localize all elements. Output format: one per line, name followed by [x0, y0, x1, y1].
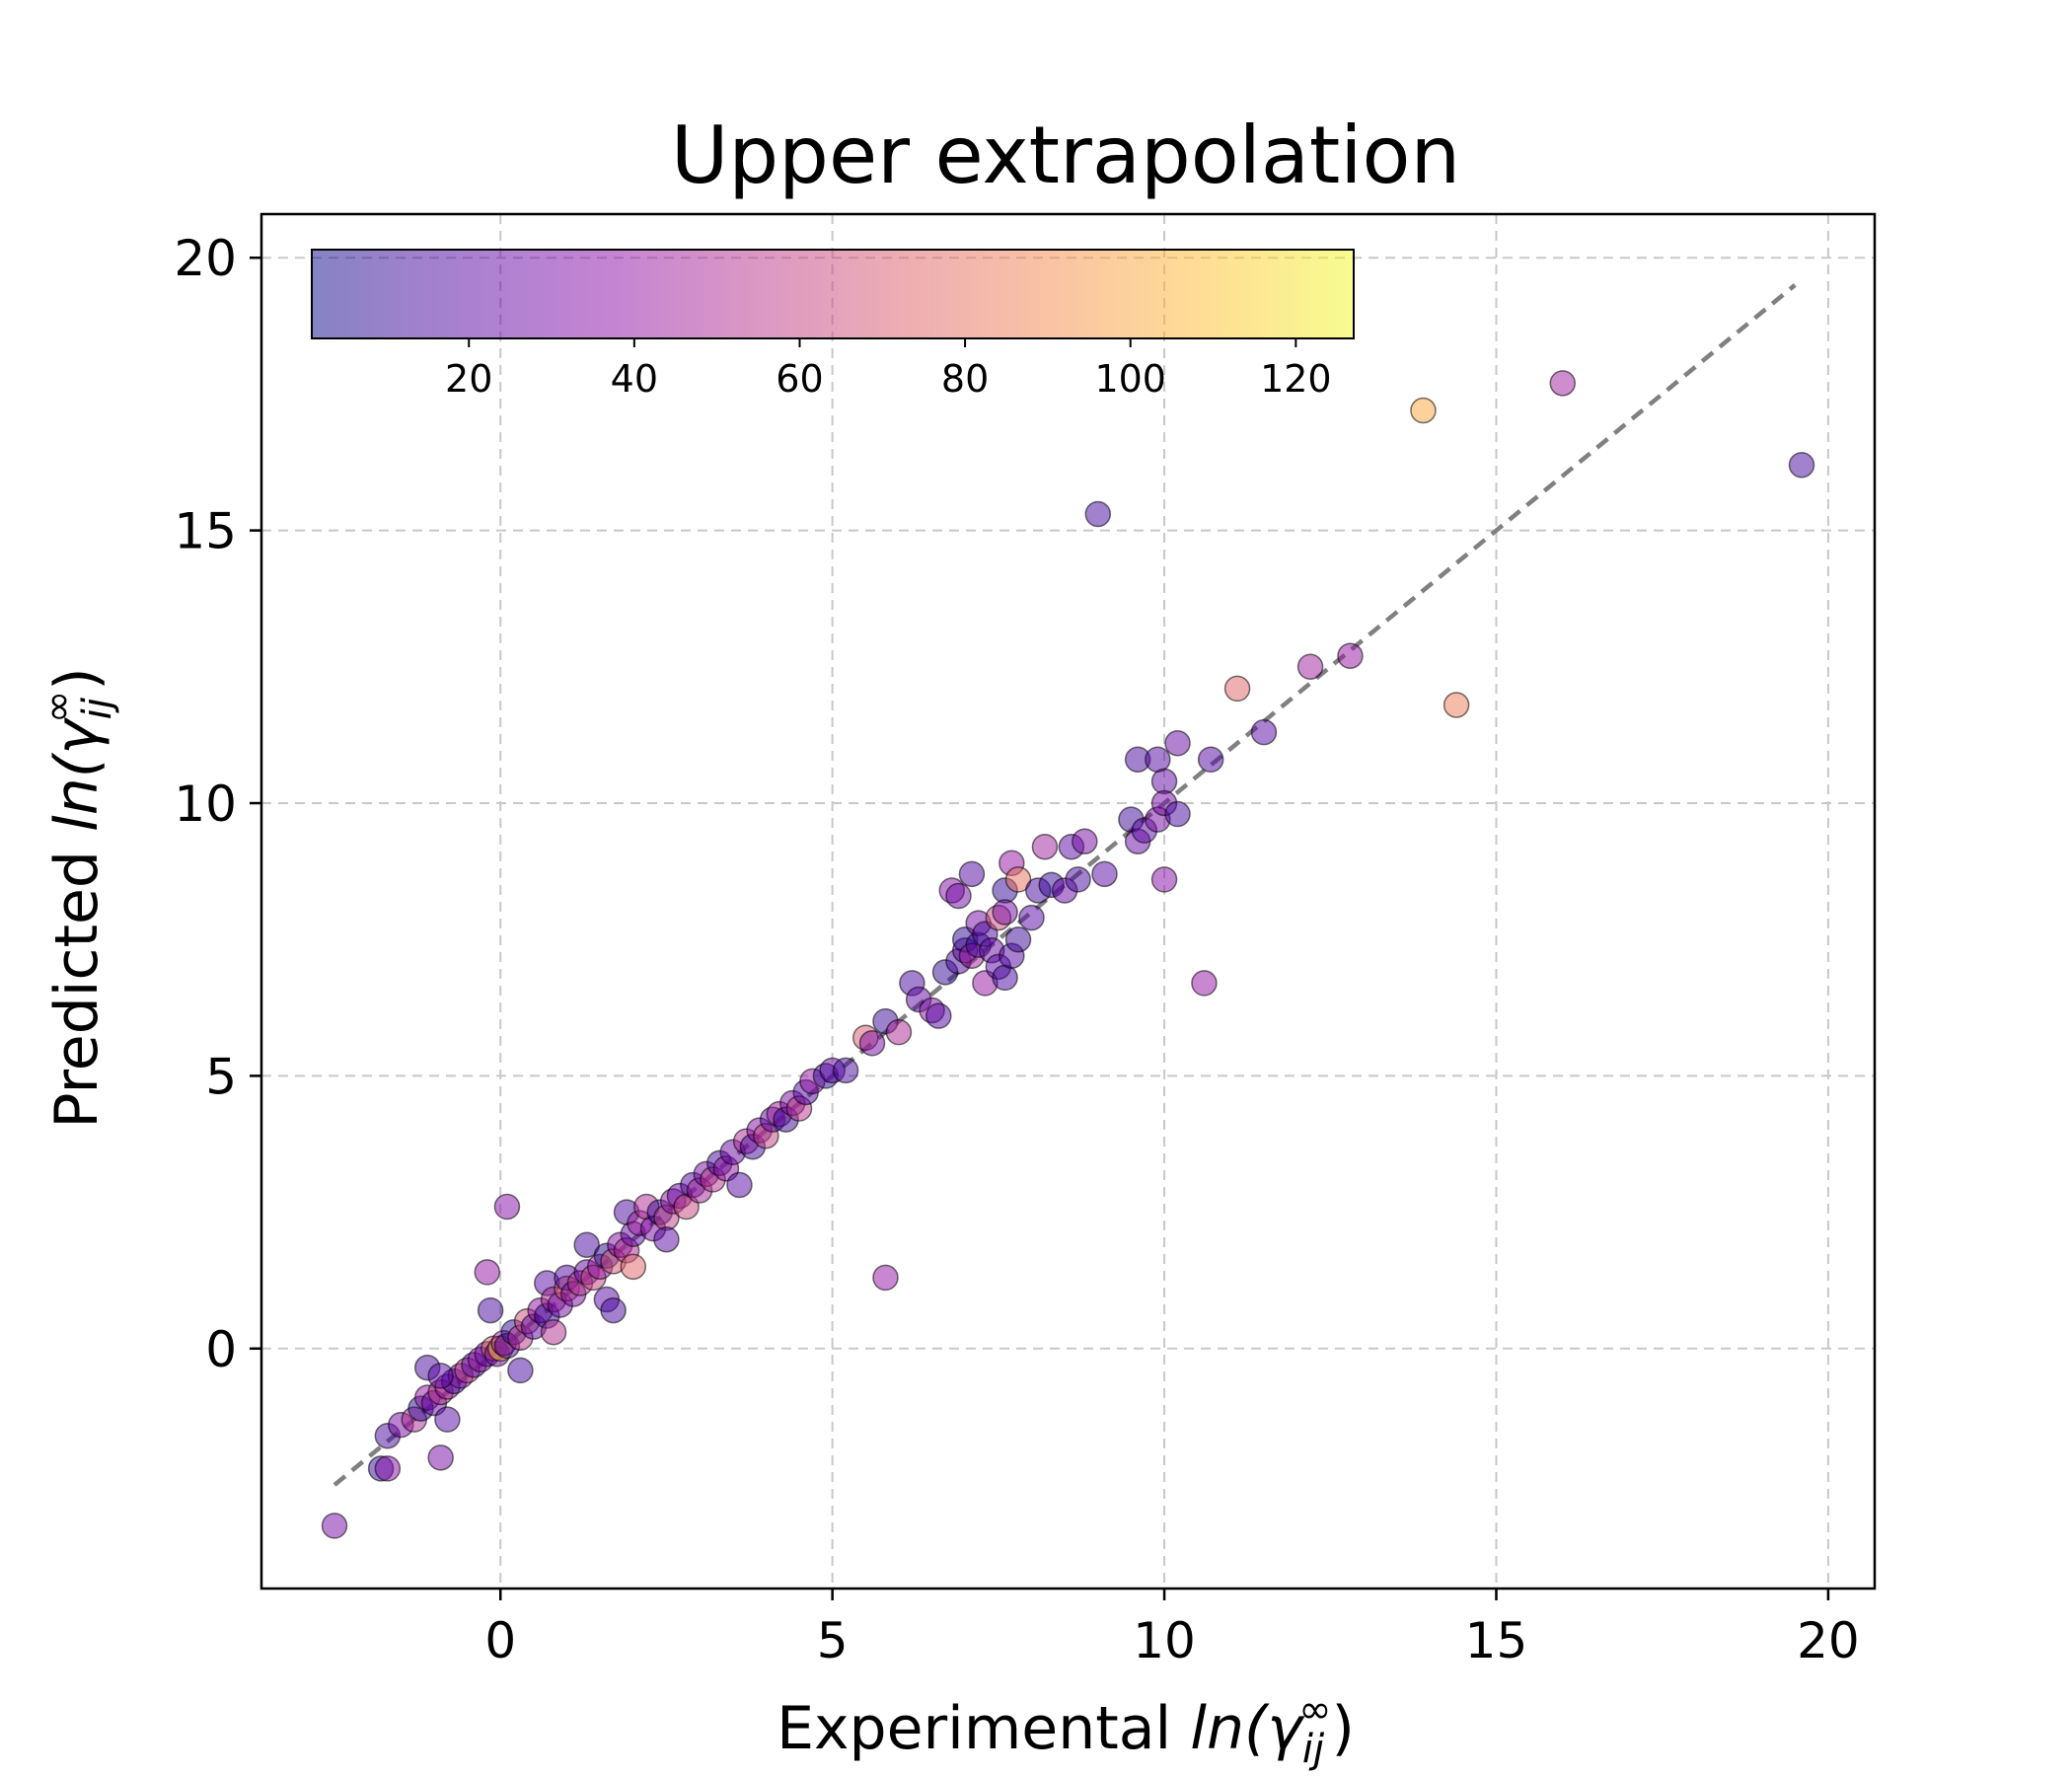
y-tick-label-1: 5 — [205, 1048, 237, 1105]
y-tick-label-0: 0 — [205, 1321, 237, 1378]
data-point — [1150, 866, 1178, 893]
data-point — [1031, 833, 1059, 860]
data-point — [474, 1259, 501, 1286]
reference-line — [333, 283, 1797, 1487]
data-point — [1150, 768, 1178, 795]
data-point — [1250, 718, 1278, 746]
colorbar-tick-label-2: 60 — [776, 357, 823, 401]
scatter-points — [321, 370, 1815, 1539]
colorbar-ticks: 20 40 60 80 100 120 — [445, 338, 1332, 401]
data-point — [321, 1513, 348, 1539]
data-point — [1443, 692, 1470, 718]
data-point — [1065, 866, 1091, 893]
x-axis: 0 5 10 15 20 — [484, 1589, 1860, 1669]
x-axis-label: Experimental ln(γij∞) — [777, 1687, 1355, 1772]
y-tick-label-2: 10 — [174, 776, 237, 833]
data-point — [493, 1193, 521, 1221]
data-point — [1084, 500, 1112, 528]
data-point — [726, 1171, 753, 1199]
data-point — [1296, 653, 1324, 681]
colorbar-tick-label-4: 100 — [1094, 357, 1166, 401]
data-point — [1164, 729, 1191, 757]
x-tick-label-3: 15 — [1465, 1612, 1528, 1669]
colorbar: 20 40 60 80 100 120 — [311, 249, 1355, 401]
data-point — [945, 882, 972, 910]
chart-title: Upper extrapolation — [671, 110, 1460, 201]
data-point — [1337, 642, 1364, 669]
data-point — [1004, 866, 1032, 893]
data-point — [992, 899, 1018, 925]
data-point — [1004, 925, 1032, 953]
data-point — [1197, 746, 1224, 774]
data-point — [600, 1296, 627, 1324]
data-point — [540, 1318, 567, 1346]
colorbar-tick-label-3: 80 — [941, 357, 989, 401]
data-point — [992, 964, 1018, 992]
x-tick-label-2: 10 — [1133, 1612, 1196, 1669]
x-tick-label-1: 5 — [817, 1612, 849, 1669]
data-point — [1788, 452, 1815, 479]
y-tick-label-4: 20 — [174, 230, 237, 287]
data-point — [507, 1357, 534, 1384]
data-point — [1549, 370, 1577, 397]
data-point — [1164, 800, 1191, 828]
data-point — [925, 1002, 952, 1029]
colorbar-tick-label-1: 40 — [611, 357, 658, 401]
data-point — [573, 1231, 600, 1258]
reference-line-layer — [333, 283, 1797, 1487]
data-point — [374, 1455, 402, 1482]
data-point — [1018, 904, 1045, 931]
data-point — [832, 1057, 859, 1084]
colorbar-tick-label-0: 20 — [445, 357, 492, 401]
plot-frame — [259, 212, 1877, 1591]
y-axis: 0 5 10 15 20 — [174, 230, 261, 1378]
data-point — [620, 1253, 647, 1281]
y-axis-label: Predicted ln(γij∞) — [36, 667, 120, 1128]
colorbar-gradient — [312, 250, 1354, 338]
data-point — [1072, 828, 1098, 854]
data-point — [434, 1406, 461, 1433]
data-point — [872, 1264, 899, 1292]
data-point — [1410, 397, 1437, 424]
data-point — [858, 1029, 886, 1057]
y-tick-label-3: 15 — [174, 503, 237, 560]
x-tick-label-0: 0 — [484, 1612, 516, 1669]
data-point — [427, 1444, 454, 1471]
data-point — [1091, 860, 1118, 888]
data-point — [477, 1296, 504, 1324]
data-point — [958, 860, 986, 888]
data-point — [653, 1225, 680, 1253]
x-tick-label-4: 20 — [1797, 1612, 1860, 1669]
colorbar-frame — [311, 249, 1355, 339]
data-point — [1145, 746, 1171, 774]
colorbar-tick-label-5: 120 — [1260, 357, 1332, 401]
data-point — [885, 1018, 913, 1046]
data-point — [1223, 675, 1251, 703]
data-point — [1191, 970, 1218, 997]
data-point — [427, 1363, 454, 1389]
